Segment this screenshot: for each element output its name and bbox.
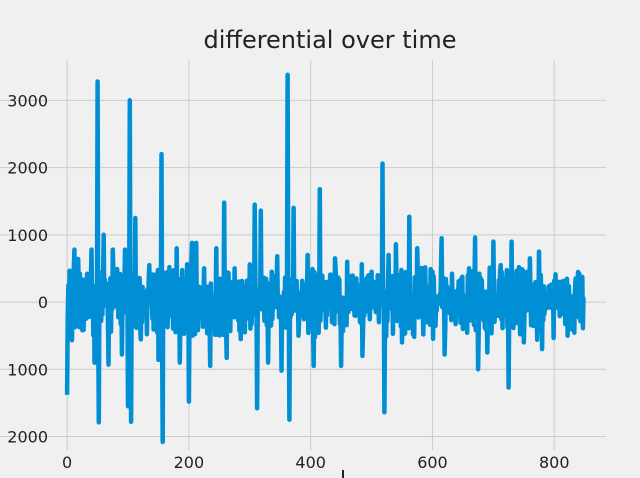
x-tick-label: 600	[417, 453, 448, 472]
y-tick-label: 1000	[7, 360, 48, 379]
y-tick-label: 1000	[7, 226, 48, 245]
y-tick-label: 2000	[7, 428, 48, 447]
y-tick-label: 3000	[7, 91, 48, 110]
x-tick-label: 0	[62, 453, 72, 472]
axis-mark-fragment	[342, 470, 344, 478]
x-tick-label: 400	[295, 453, 326, 472]
series-line	[64, 72, 586, 445]
x-tick-labels: 0 200 400 600 800	[62, 453, 569, 472]
chart-title: differential over time	[204, 26, 457, 54]
y-tick-label: 0	[38, 293, 48, 312]
y-tick-labels: 2000 1000 0 1000 2000 3000	[7, 91, 48, 446]
x-tick-label: 200	[174, 453, 205, 472]
y-tick-label: 2000	[7, 159, 48, 178]
plot-area	[64, 72, 586, 445]
x-tick-label: 800	[539, 453, 570, 472]
